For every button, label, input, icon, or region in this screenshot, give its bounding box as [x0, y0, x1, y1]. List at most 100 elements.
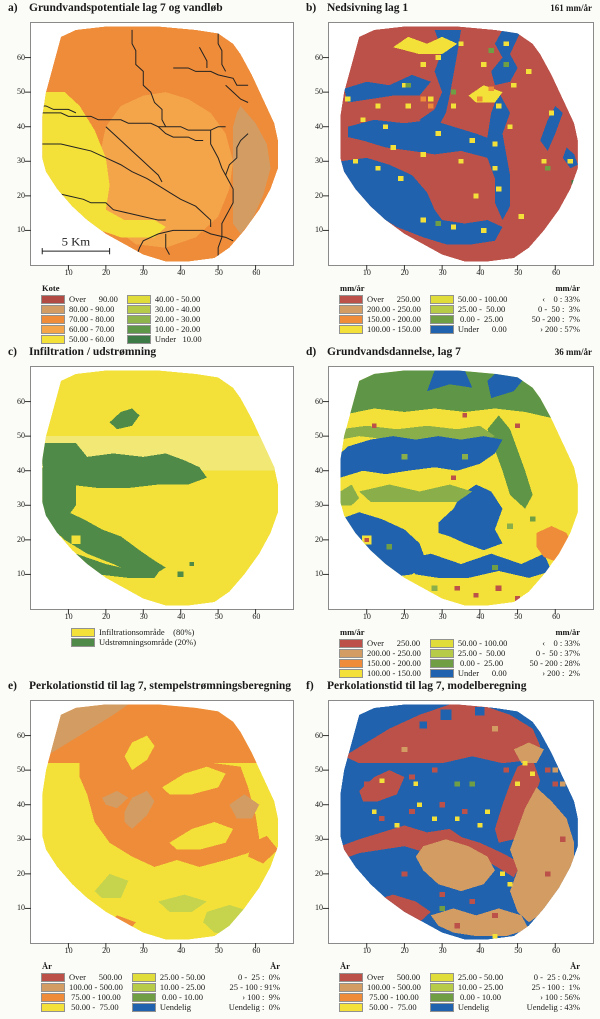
map-speck — [559, 884, 566, 891]
panel-d: d) Grundvandsdannelse, lag 7 36 mm/år 10 20 3… — [306, 346, 594, 678]
map-speck — [503, 41, 509, 47]
map-regions — [42, 370, 279, 606]
map-speck — [189, 561, 195, 567]
legend-item: 100.00 - 500.00 — [41, 982, 123, 992]
map-region — [453, 835, 522, 878]
map-region — [359, 770, 405, 802]
map-speck — [514, 423, 521, 429]
legend: mm/år Over 250.00 200.00 - 250.00 150.00 - … — [306, 283, 594, 334]
map-speck — [413, 781, 419, 787]
legend-item: 50.00 - 60.00 — [41, 334, 118, 344]
map-speck — [544, 767, 551, 773]
map-region — [468, 85, 503, 103]
map-speck — [409, 809, 415, 815]
map-speck — [511, 82, 517, 88]
legend-item: Udstrømningsområde (20%) — [71, 637, 196, 647]
legend-label: 50.00 - 75.00 — [69, 1002, 119, 1012]
legend-stat: ‹ 0 : 33% — [542, 638, 580, 648]
panel-title-text: Grundvandspotentiale lag 7 og vandløb — [29, 2, 223, 14]
legend-item: 60.00 - 70.00 — [41, 324, 118, 334]
legend-item: 50.00 - 100.00 — [429, 294, 507, 304]
legend: Infiltrationsområde (80%) Udstrømningsomr… — [8, 627, 294, 647]
stream-line — [31, 144, 211, 227]
map-speck — [492, 933, 498, 939]
legend-label: Over 500.00 — [367, 972, 421, 982]
map-speck — [567, 158, 574, 164]
y-tick-label: 10 — [315, 225, 323, 235]
map-speck — [364, 537, 369, 542]
y-tick-label: 40 — [315, 465, 323, 475]
y-tick-label: 20 — [17, 534, 25, 544]
map-region — [494, 759, 541, 843]
legend-stat: › 100 : 56% — [540, 992, 580, 1002]
legend-label: 10.00 - 25.00 — [159, 982, 206, 992]
map-speck — [352, 158, 359, 164]
panel-e: e) Perkolationstid til lag 7, stempelstrø… — [8, 680, 294, 1012]
legend-color-chip — [339, 314, 363, 324]
legend-stat: › 200 : 2% — [542, 668, 580, 678]
legend-item: 25.00 - 50.00 — [429, 648, 508, 658]
y-tick-label: 40 — [17, 121, 25, 131]
map-regions — [340, 370, 578, 606]
legend-label: 100.00 - 150.00 — [367, 324, 421, 334]
legend-color-chip — [339, 972, 363, 982]
x-tick-label: 30 — [139, 946, 148, 955]
legend-column: Infiltrationsområde (80%) Udstrømningsomr… — [71, 627, 196, 647]
legend-color-chip — [41, 982, 65, 992]
legend-item: 0.00 - 10.00 — [429, 992, 503, 1002]
legend-item: 10.00 - 20.00 — [126, 324, 202, 334]
legend-color-chip — [429, 294, 454, 304]
map-speck — [451, 475, 456, 480]
map-speck — [529, 516, 536, 522]
map-speck — [560, 781, 566, 787]
map-region — [42, 508, 166, 575]
legend-stat: › 100 : 9% — [242, 992, 280, 1002]
map-speck — [544, 871, 551, 877]
map-speck — [492, 141, 498, 147]
legend-item: 200.00 - 250.00 — [339, 304, 421, 314]
x-tick-label: 20 — [102, 946, 111, 955]
map-speck — [475, 707, 485, 716]
map-speck — [431, 585, 438, 592]
map-region — [233, 105, 271, 234]
legend-stat: ‹ 0 : 33% — [542, 294, 580, 304]
legend-header-left: År — [42, 961, 52, 971]
map-row: 10 20 30 40 50 60 — [306, 22, 594, 266]
y-tick-label: 40 — [17, 465, 25, 475]
map-svg — [31, 370, 279, 609]
map-region — [229, 794, 260, 819]
map-speck — [428, 103, 434, 109]
x-tick-label: 20 — [400, 268, 409, 277]
y-tick-label: 50 — [315, 431, 323, 441]
map-speck — [386, 544, 393, 550]
legend-color-chip — [41, 324, 65, 334]
legend-color-chip — [126, 324, 151, 334]
legend-label: Under 0.00 — [457, 324, 507, 334]
map-region — [393, 36, 458, 55]
map-speck — [401, 454, 408, 460]
map-region — [94, 873, 129, 899]
y-tick-label: 50 — [17, 87, 25, 97]
map-speck — [371, 423, 377, 429]
map-regions — [340, 26, 578, 262]
legend-column: Over 250.00 200.00 - 250.00 150.00 - 200.0… — [339, 294, 421, 334]
map-speck — [432, 816, 438, 821]
legend-item: 10.00 - 25.00 — [429, 982, 504, 992]
map-speck — [439, 802, 445, 808]
legend-label: Over 90.00 — [69, 294, 118, 304]
legend-color-chip — [339, 638, 363, 648]
legend-color-chip — [429, 1002, 454, 1012]
x-axis-labels: 10 20 30 40 50 60 — [31, 944, 294, 957]
map-row: 10 20 30 40 50 60 — [8, 700, 294, 944]
legend-color-chip — [339, 648, 363, 658]
legend-item: Over 500.00 — [41, 972, 123, 982]
legend-label: 25.00 - 50.00 — [457, 648, 506, 658]
legend-label: 10.00 - 25.00 — [457, 982, 504, 992]
map-speck — [405, 103, 411, 109]
legend-label: 60.00 - 70.00 — [69, 324, 115, 334]
map-region — [491, 29, 522, 86]
legend-label: 200.00 - 250.00 — [367, 648, 421, 658]
legend-color-chip — [41, 314, 65, 324]
legend-color-chip — [429, 314, 454, 324]
map-speck — [419, 721, 428, 729]
